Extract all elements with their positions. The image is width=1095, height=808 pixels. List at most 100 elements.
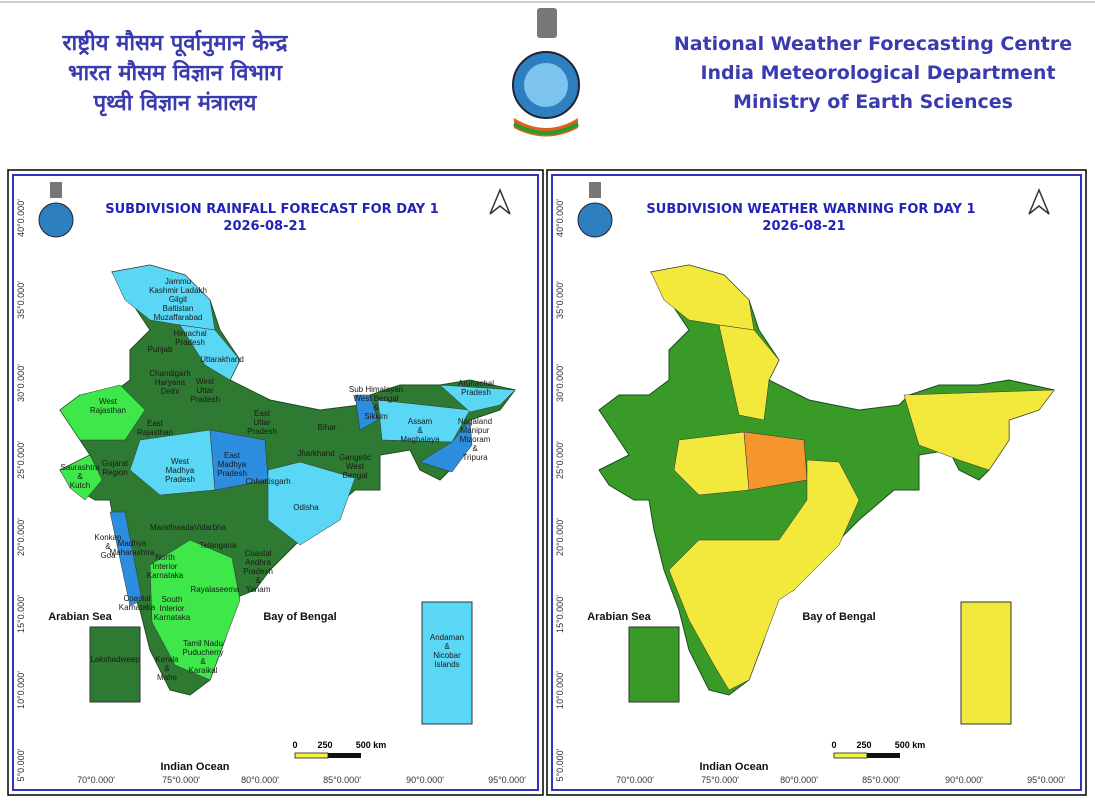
region-label-line: Tripura	[462, 453, 488, 462]
region-label: North Interior Karnataka	[147, 553, 184, 580]
region-label: Coastal Karnataka	[119, 594, 156, 612]
region-label-line: Coastal	[123, 594, 150, 603]
region-label-line: Pradesh	[190, 395, 220, 404]
region-label-line: West	[196, 377, 215, 386]
english-line: India Meteorological Department	[700, 62, 1055, 84]
lat-label: 5°0.000'	[16, 748, 26, 781]
lat-label: 10°0.000'	[16, 671, 26, 709]
region-label-line: Madhya	[218, 460, 247, 469]
region-label: Andaman & Nicobar Islands	[430, 633, 464, 669]
region-label: Uttarakhand	[200, 355, 244, 364]
sea-label: Arabian Sea	[587, 611, 651, 623]
sea-label: Bay of Bengal	[802, 611, 875, 623]
scale-bar-a	[294, 752, 329, 759]
region-label-line: Marathwada	[150, 523, 195, 532]
region-label-line: Pradesh	[247, 427, 277, 436]
lon-label: 75°0.000'	[162, 775, 200, 785]
scale-label: 250	[317, 740, 332, 750]
region-label-line: Puducherry	[183, 648, 224, 657]
region-label: Gangetic West Bengal	[339, 453, 371, 480]
lat-label: 20°0.000'	[16, 518, 26, 556]
region-label-line: Rajasthan	[90, 406, 126, 415]
lat-label: 5°0.000'	[555, 748, 565, 781]
emblem-disc	[38, 202, 74, 238]
lat-label: 30°0.000'	[16, 364, 26, 402]
region-label-line: &	[200, 657, 206, 666]
lat-label: 25°0.000'	[555, 441, 565, 479]
region-label-line: Bengal	[343, 471, 368, 480]
region-label-line: Pradesh	[461, 388, 491, 397]
lon-label: 85°0.000'	[323, 775, 361, 785]
region-label-line: Saurashtra	[60, 463, 100, 472]
region-label: Rayalaseema	[191, 585, 240, 594]
region-label-line: Bihar	[318, 423, 337, 432]
emblem-top	[50, 182, 62, 198]
scale-label: 0	[292, 740, 297, 750]
region-label-line: &	[255, 576, 261, 585]
region-label: Telangana	[200, 541, 237, 550]
region-label-line: Telangana	[200, 541, 237, 550]
region-label: Chhattisgarh	[245, 477, 290, 486]
region-label: Madhya Maharashtra	[110, 539, 155, 557]
region-label-line: Rayalaseema	[191, 585, 240, 594]
lat-label: 15°0.000'	[16, 595, 26, 633]
map-date: 2026-08-21	[223, 219, 306, 234]
lon-label: 80°0.000'	[241, 775, 279, 785]
region-label-line: Baltistan	[163, 304, 194, 313]
region-label-line: Punjab	[148, 345, 173, 354]
region-label-line: Mahe	[157, 673, 178, 682]
region-label-line: &	[373, 403, 379, 412]
region-label-line: Islands	[434, 660, 459, 669]
region-label-line: Andhra	[245, 558, 271, 567]
english-line: Ministry of Earth Sciences	[733, 91, 1013, 113]
region-label-line: Jammu	[165, 277, 191, 286]
region-label-line: Andaman	[430, 633, 464, 642]
region-label-line: Madhya	[118, 539, 147, 548]
region-label-line: Chandigarh	[149, 369, 190, 378]
lat-label: 35°0.000'	[555, 281, 565, 319]
region-label: Kerala & Mahe	[155, 655, 179, 682]
region-label: West Madhya Pradesh	[165, 457, 195, 484]
region-label: Lakshadweep	[90, 655, 140, 664]
region-label-line: Odisha	[293, 503, 319, 512]
scale-bar-a	[833, 752, 868, 759]
north-arrow	[489, 188, 511, 215]
region-label: Odisha	[293, 503, 319, 512]
region-label: South Interior Karnataka	[154, 595, 191, 622]
region-label-line: Sikkim	[364, 412, 388, 421]
region-label-line: &	[417, 426, 423, 435]
region-label: East Rajasthan	[137, 419, 173, 437]
north-arrow	[1028, 188, 1050, 215]
scale-label: 500 km	[895, 740, 926, 750]
region-label: Nagaland Manipur Mizoram & Tripura	[458, 417, 492, 462]
region-label-line: Lakshadweep	[90, 655, 140, 664]
sea-label: Arabian Sea	[48, 611, 112, 623]
region-label: Sub Himalayan West Bengal & Sikkim	[349, 385, 403, 421]
region-label-line: Gilgit	[169, 295, 188, 304]
region-label-line: Haryana	[155, 378, 186, 387]
imd-emblem	[512, 8, 580, 137]
region-label-line: South	[162, 595, 183, 604]
region-label-line: &	[444, 642, 450, 651]
scale-bar-b	[328, 753, 361, 758]
region-label-line: East	[254, 409, 271, 418]
region-label: Jammu Kashmir Ladakh Gilgit Baltistan Muzaff…	[149, 277, 207, 322]
region-label-line: Mizoram	[460, 435, 491, 444]
region-label-line: Manipur	[461, 426, 490, 435]
panel-emblem	[577, 182, 613, 238]
sea-label: Indian Ocean	[699, 761, 768, 773]
region-label-line: North	[155, 553, 175, 562]
lon-label: 90°0.000'	[406, 775, 444, 785]
region-label: West Uttar Pradesh	[190, 377, 220, 404]
lon-label: 80°0.000'	[780, 775, 818, 785]
region-label: Jharkhand	[297, 449, 334, 458]
lat-label: 15°0.000'	[555, 595, 565, 633]
region-label-line: West	[99, 397, 118, 406]
region-label: Punjab	[148, 345, 173, 354]
panel-emblem	[38, 182, 74, 238]
region-label-line: Chhattisgarh	[245, 477, 290, 486]
region-label-line: Region	[102, 468, 127, 477]
map-date: 2026-08-21	[762, 219, 845, 234]
region-label-line: Uttar	[253, 418, 271, 427]
hindi-line: पृथ्वी विज्ञान मंत्रालय	[93, 89, 258, 117]
